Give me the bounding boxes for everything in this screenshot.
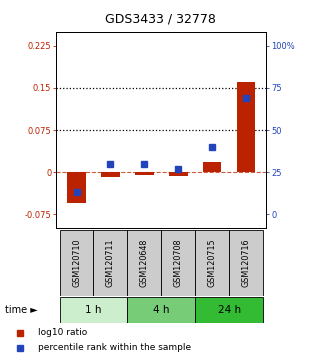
Bar bbox=[237, 82, 256, 172]
Text: time ►: time ► bbox=[5, 305, 38, 315]
Text: 1 h: 1 h bbox=[85, 305, 102, 315]
Bar bbox=[93, 230, 127, 296]
Text: GSM120711: GSM120711 bbox=[106, 239, 115, 287]
Bar bbox=[195, 297, 263, 323]
Bar bbox=[229, 230, 263, 296]
Bar bbox=[169, 172, 187, 176]
Text: GSM120716: GSM120716 bbox=[242, 239, 251, 287]
Text: 24 h: 24 h bbox=[218, 305, 241, 315]
Bar bbox=[127, 230, 161, 296]
Text: GSM120715: GSM120715 bbox=[208, 239, 217, 287]
Bar bbox=[60, 230, 93, 296]
Bar bbox=[127, 297, 195, 323]
Text: GSM120648: GSM120648 bbox=[140, 239, 149, 287]
Text: GSM120708: GSM120708 bbox=[174, 239, 183, 287]
Text: log10 ratio: log10 ratio bbox=[38, 329, 87, 337]
Bar bbox=[161, 230, 195, 296]
Text: percentile rank within the sample: percentile rank within the sample bbox=[38, 343, 191, 352]
Text: GDS3433 / 32778: GDS3433 / 32778 bbox=[105, 12, 216, 25]
Bar bbox=[195, 230, 229, 296]
Bar bbox=[203, 162, 221, 172]
Bar bbox=[67, 172, 86, 203]
Text: GSM120710: GSM120710 bbox=[72, 239, 81, 287]
Text: 4 h: 4 h bbox=[153, 305, 169, 315]
Bar bbox=[135, 172, 154, 175]
Bar bbox=[101, 172, 120, 177]
Bar bbox=[60, 297, 127, 323]
